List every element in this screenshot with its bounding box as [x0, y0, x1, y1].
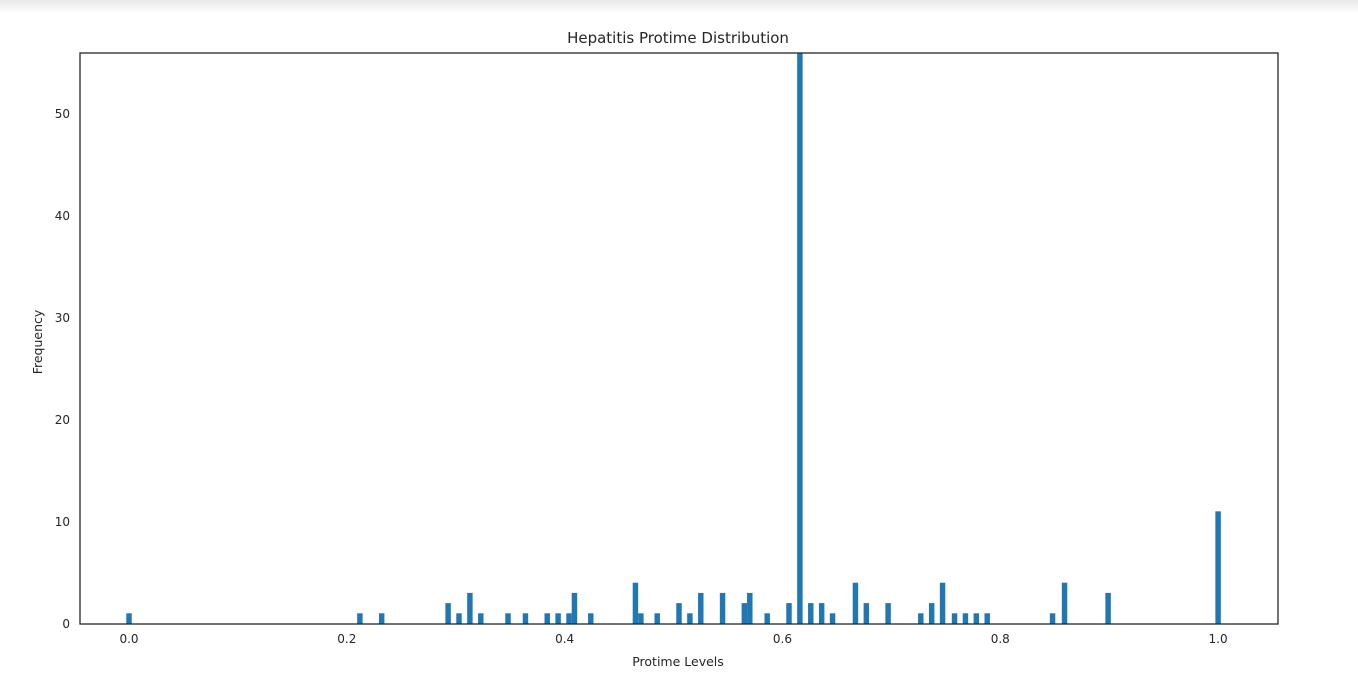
histogram-bar: [522, 613, 529, 624]
histogram-bar: [687, 613, 693, 624]
histogram-bar: [698, 592, 704, 624]
histogram-bar: [852, 582, 859, 624]
x-tick-label: 0.2: [337, 632, 356, 646]
histogram-bar: [885, 603, 891, 624]
chart-title: Hepatitis Protime Distribution: [567, 29, 789, 47]
histogram-bar: [566, 613, 572, 624]
histogram-bar: [747, 592, 753, 624]
histogram-bar: [786, 603, 792, 624]
histogram-bar: [741, 603, 748, 624]
histogram-bar: [445, 603, 451, 624]
plot-frame: [79, 52, 1279, 625]
histogram-bar: [939, 582, 946, 624]
x-tick-label: 0.6: [773, 632, 792, 646]
histogram-bar: [764, 613, 770, 624]
histogram-bar: [918, 613, 924, 624]
histogram-bar: [654, 613, 660, 624]
y-tick-label: 10: [55, 515, 70, 529]
histogram-bar: [638, 613, 644, 624]
histogram-bar: [456, 613, 462, 624]
histogram-bar: [962, 613, 969, 624]
y-tick-label: 40: [55, 209, 70, 223]
histogram-bar: [1215, 511, 1221, 624]
plot-area: [126, 52, 1221, 624]
histogram-bar: [588, 613, 594, 624]
y-tick-label: 20: [55, 413, 70, 427]
histogram-bar: [555, 613, 561, 624]
x-tick-label: 1.0: [1209, 632, 1228, 646]
histogram-bar: [973, 613, 980, 624]
histogram-bar: [571, 592, 578, 624]
y-axis-label: Frequency: [30, 309, 45, 374]
x-axis: 0.0 0.2 0.4 0.6 0.8 1.0: [119, 632, 1227, 646]
histogram-bar: [1049, 613, 1056, 624]
y-tick-label: 50: [55, 107, 70, 121]
x-tick-label: 0.0: [119, 632, 138, 646]
histogram-bar: [467, 592, 473, 624]
x-axis-label: Protime Levels: [632, 654, 724, 669]
histogram-bar: [1061, 582, 1068, 624]
histogram-bar: [676, 603, 682, 624]
histogram-bar: [829, 613, 836, 624]
y-tick-label: 30: [55, 311, 70, 325]
window-top-shadow: [0, 0, 1358, 14]
histogram-bar: [1105, 592, 1111, 624]
histogram-bar: [544, 613, 550, 624]
histogram-bar: [984, 613, 990, 624]
histogram-bar: [797, 52, 803, 624]
histogram-bar: [928, 603, 935, 624]
histogram-bar: [719, 592, 726, 624]
histogram-bar: [378, 613, 385, 624]
histogram-bar: [357, 613, 363, 624]
y-axis: 0 10 20 30 40 50: [55, 107, 70, 631]
histogram-bar: [863, 603, 870, 624]
histogram-bar: [951, 613, 958, 624]
histogram-bar: [632, 582, 639, 624]
histogram-bar: [808, 603, 814, 624]
histogram-bar: [505, 613, 511, 624]
histogram-bar: [126, 613, 132, 624]
x-tick-label: 0.4: [555, 632, 574, 646]
histogram-bar: [818, 603, 825, 624]
x-tick-label: 0.8: [991, 632, 1010, 646]
y-tick-label: 0: [62, 617, 70, 631]
histogram-bar: [478, 613, 484, 624]
